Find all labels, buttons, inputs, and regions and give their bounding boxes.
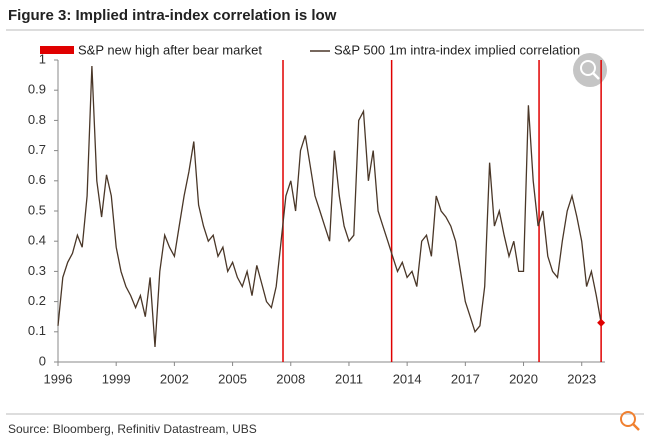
x-tick-label: 2005	[218, 371, 247, 386]
zoom-icon-handle[interactable]	[632, 423, 640, 431]
zoom-button[interactable]	[573, 53, 607, 87]
x-tick-label: 1996	[44, 371, 73, 386]
y-tick-label: 0	[39, 353, 46, 368]
series-line	[57, 65, 602, 347]
source: Source: Bloomberg, Refinitiv Datastream,…	[8, 422, 257, 436]
chart-title: Figure 3: Implied intra-index correlatio…	[8, 7, 337, 24]
x-tick-label: 2014	[393, 371, 422, 386]
zoom-glass[interactable]	[580, 60, 596, 76]
y-tick-label: 0.9	[28, 82, 46, 97]
zoom-handle[interactable]	[592, 72, 600, 80]
x-tick-label: 1999	[102, 371, 131, 386]
zoom-icon-glass[interactable]	[620, 411, 636, 427]
y-tick-label: 0.6	[28, 172, 46, 187]
x-tick-label: 2020	[509, 371, 538, 386]
x-tick-label: 2008	[276, 371, 305, 386]
y-tick-label: 0.1	[28, 323, 46, 338]
x-tick-label: 2002	[160, 371, 189, 386]
x-tick-label: 2011	[335, 371, 363, 386]
zoom-icon[interactable]	[620, 411, 640, 431]
end-marker	[597, 318, 606, 327]
zoom-bg[interactable]	[573, 53, 607, 87]
legend-swatch-events	[40, 46, 74, 54]
y-tick-label: 1	[39, 51, 46, 66]
x-tick-label: 2017	[451, 371, 480, 386]
y-tick-label: 0.5	[28, 202, 46, 217]
legend-label: S&P 500 1m intra-index implied correlati…	[334, 42, 580, 57]
y-tick-label: 0.4	[28, 233, 46, 248]
y-tick-label: 0.8	[28, 112, 46, 127]
legend-label: S&P new high after bear market	[78, 42, 262, 57]
x-tick-label: 2023	[567, 371, 596, 386]
y-tick-label: 0.2	[28, 293, 46, 308]
y-tick-label: 0.7	[28, 142, 46, 157]
y-tick-label: 0.3	[28, 263, 46, 278]
